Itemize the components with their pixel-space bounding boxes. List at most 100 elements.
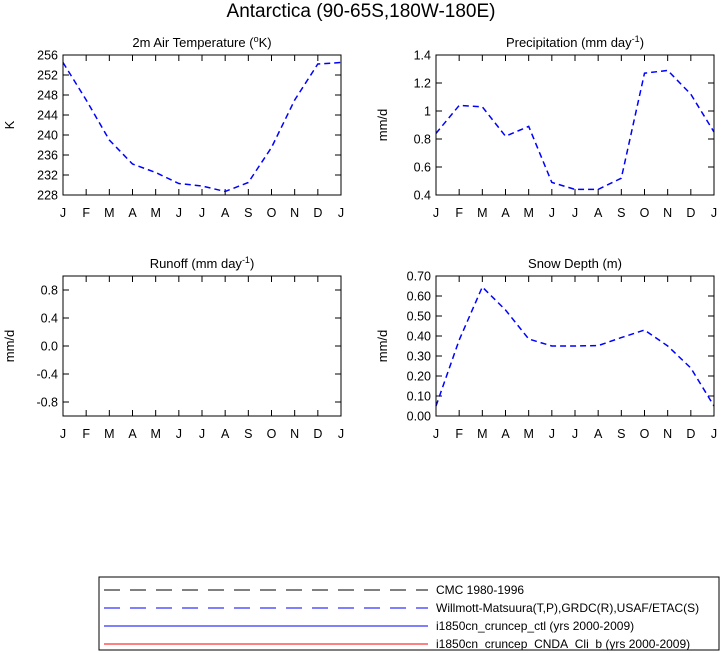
panel-title-superscript: o: [254, 34, 259, 44]
plot-frame: [62, 54, 342, 196]
x-tick-label: J: [711, 206, 717, 220]
chart-panels: 2m Air Temperature (oK) K 228 232 236 240 244 2…: [2, 34, 717, 441]
x-tick-label: S: [617, 206, 625, 220]
page-title: Antarctica (90-65S,180W-180E): [227, 1, 496, 22]
y-tick-label: 0.00: [407, 410, 431, 424]
x-tick-label: N: [663, 206, 672, 220]
x-tick-label: A: [128, 427, 137, 441]
x-tick-label: N: [663, 427, 672, 441]
x-tick-label: D: [313, 427, 322, 441]
series-line: [435, 69, 715, 191]
x-tick-label: O: [640, 427, 650, 441]
panel-precip: Precipitation (mm day-1) mm/d 0.4 0.6 0.8 1 1.…: [375, 34, 717, 220]
x-tick-label: M: [477, 206, 487, 220]
legend: CMC 1980-1996 Willmott-Matsuura(T,P),GRDC…: [98, 576, 720, 651]
y-tick-label: 232: [37, 169, 58, 183]
x-tick-label: J: [433, 427, 439, 441]
legend-label: i1850cn_cruncep_CNDA_Cli_b (yrs 2000-200…: [436, 637, 690, 651]
y-tick-label: 0.0: [41, 340, 58, 354]
y-tick-label: 1: [424, 105, 431, 119]
x-tick-label: F: [82, 427, 90, 441]
panel-title-main: 2m Air Temperature (: [132, 35, 254, 50]
x-tick-label: O: [267, 206, 277, 220]
x-tick-label: J: [60, 206, 66, 220]
y-tick-label: 0.70: [407, 270, 431, 284]
x-tick-label: J: [199, 427, 205, 441]
legend-box: [98, 576, 720, 651]
x-tick-label: M: [523, 427, 533, 441]
y-tick-label: 0.20: [407, 370, 431, 384]
x-tick-label: A: [501, 427, 510, 441]
y-tick-label: 256: [37, 49, 58, 63]
panel-temp: 2m Air Temperature (oK) K 228 232 236 240 244 2…: [2, 34, 344, 220]
x-tick-label: A: [221, 427, 230, 441]
x-tick-label: M: [150, 427, 160, 441]
x-tick-label: M: [104, 206, 114, 220]
x-tick-label: M: [150, 206, 160, 220]
panel-title: Snow Depth (m): [528, 256, 622, 271]
y-tick-label: 228: [37, 189, 58, 203]
y-tick-label: 0.8: [41, 284, 58, 298]
y-tick-label: 1.2: [414, 77, 431, 91]
legend-label: CMC 1980-1996: [436, 583, 524, 597]
legend-label: Willmott-Matsuura(T,P),GRDC(R),USAF/ETAC…: [436, 601, 699, 615]
x-tick-label: J: [176, 206, 182, 220]
x-tick-label: A: [501, 206, 510, 220]
series-line: [62, 61, 342, 193]
x-tick-label: A: [128, 206, 137, 220]
x-tick-label: J: [572, 427, 578, 441]
series-line: [435, 285, 715, 407]
legend-label: i1850cn_cruncep_ctl (yrs 2000-2009): [436, 619, 634, 633]
x-tick-label: J: [433, 206, 439, 220]
panel-title-main: Precipitation (mm day: [506, 35, 632, 50]
x-tick-label: S: [617, 427, 625, 441]
y-tick-label: 0.50: [407, 310, 431, 324]
y-axis-label: mm/d: [375, 109, 390, 142]
x-tick-label: D: [686, 427, 695, 441]
x-tick-label: J: [338, 206, 344, 220]
y-tick-label: 0.10: [407, 390, 431, 404]
panel-snow: Snow Depth (m) mm/d 0.00 0.10 0.20 0.30 0.40 0.…: [375, 256, 717, 441]
x-tick-label: J: [711, 427, 717, 441]
x-tick-label: J: [572, 206, 578, 220]
y-tick-label: 0.40: [407, 330, 431, 344]
x-tick-label: M: [104, 427, 114, 441]
x-tick-label: J: [549, 206, 555, 220]
y-tick-label: 248: [37, 89, 58, 103]
y-tick-label: 0.6: [414, 161, 431, 175]
x-tick-label: D: [686, 206, 695, 220]
panel-title-tail: K): [259, 35, 272, 50]
y-axis-label: K: [2, 120, 17, 129]
x-tick-label: F: [455, 206, 463, 220]
x-tick-label: A: [594, 206, 603, 220]
x-tick-label: D: [313, 206, 322, 220]
plot-frame: [435, 54, 715, 196]
y-tick-label: -0.4: [36, 368, 58, 382]
panel-title-main: Runoff (mm day: [150, 256, 243, 271]
y-tick-label: 244: [37, 109, 58, 123]
panel-title: Precipitation (mm day-1): [506, 34, 644, 50]
x-tick-label: M: [477, 427, 487, 441]
y-tick-label: 0.8: [414, 133, 431, 147]
plot-frame: [435, 275, 715, 417]
panel-title-superscript: -1: [242, 255, 250, 265]
x-tick-label: S: [244, 427, 252, 441]
x-tick-label: J: [176, 427, 182, 441]
x-tick-label: A: [594, 427, 603, 441]
x-tick-label: N: [290, 427, 299, 441]
x-tick-label: F: [82, 206, 90, 220]
y-tick-label: 240: [37, 129, 58, 143]
x-tick-label: N: [290, 206, 299, 220]
y-axis-label: mm/d: [2, 330, 17, 363]
plot-frame: [62, 275, 342, 417]
y-tick-label: -0.8: [36, 396, 58, 410]
y-tick-label: 0.30: [407, 350, 431, 364]
y-tick-label: 252: [37, 69, 58, 83]
x-tick-label: J: [60, 427, 66, 441]
y-tick-label: 0.4: [41, 312, 58, 326]
x-tick-label: O: [640, 206, 650, 220]
x-tick-label: J: [549, 427, 555, 441]
y-tick-label: 0.60: [407, 290, 431, 304]
panel-title-tail: ): [250, 256, 254, 271]
